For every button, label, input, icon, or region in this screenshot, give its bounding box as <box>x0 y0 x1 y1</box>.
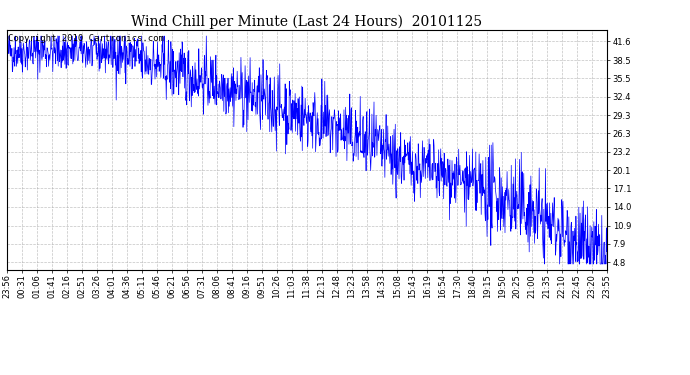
Text: Copyright 2010 Cartronics.com: Copyright 2010 Cartronics.com <box>8 34 164 43</box>
Title: Wind Chill per Minute (Last 24 Hours)  20101125: Wind Chill per Minute (Last 24 Hours) 20… <box>132 15 482 29</box>
